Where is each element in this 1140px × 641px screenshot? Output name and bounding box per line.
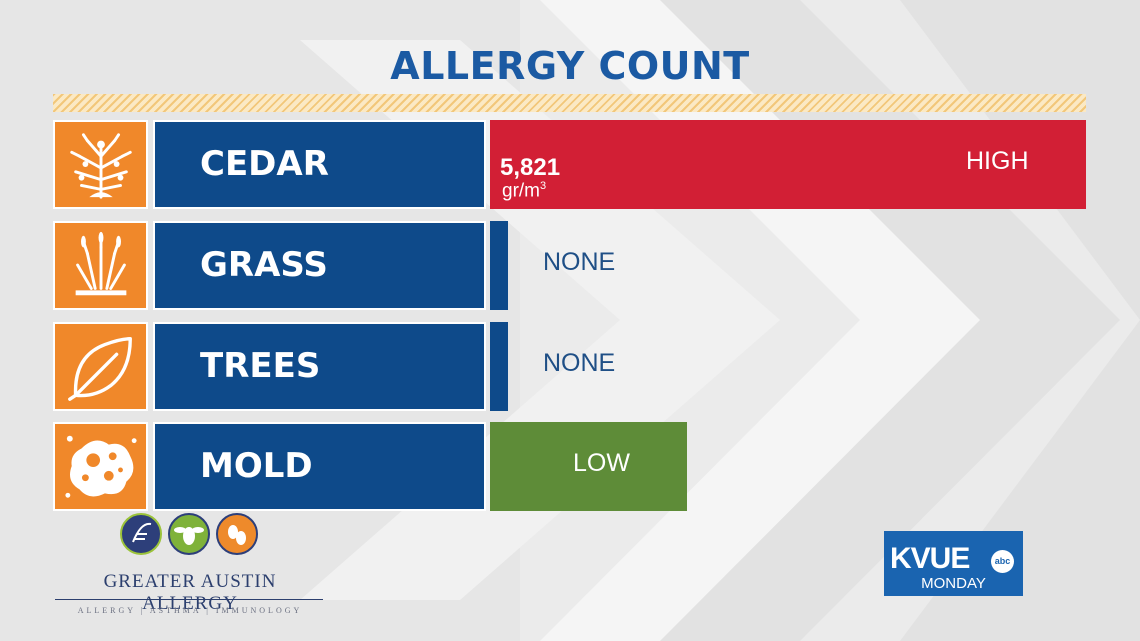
station-name: KVUE [890, 542, 970, 575]
bar-grass [490, 221, 508, 310]
bar-track: NONE [490, 221, 1086, 310]
logo-divider [55, 599, 323, 600]
allergen-name: MOLD [200, 446, 313, 486]
bar-trees [490, 322, 508, 411]
allergen-name-box: TREES [153, 322, 486, 411]
allergen-name-box: CEDAR [153, 120, 486, 209]
allergen-name-box: MOLD [153, 422, 486, 511]
leaf-icon [53, 322, 148, 411]
bar-track: LOW [490, 422, 1086, 511]
allergen-name: TREES [200, 346, 321, 386]
bar-track: 5,821 gr/m3 HIGH [490, 120, 1086, 209]
chart-title: ALLERGY COUNT [390, 44, 750, 88]
station-day: MONDAY [921, 575, 986, 592]
logo-tagline: ALLERGY | ASTHMA | IMMUNOLOGY [77, 606, 303, 615]
greater-austin-allergy-logo: GREATER AUSTIN ALLERGY ALLERGY | ASTHMA … [55, 512, 325, 622]
count-unit: gr/m3 [502, 180, 546, 202]
allergen-name-box: GRASS [153, 221, 486, 310]
level-label: HIGH [966, 147, 1029, 175]
count-unit-base: gr/m [502, 180, 540, 202]
bar-mold [490, 422, 687, 511]
cedar-icon [53, 120, 148, 209]
kvue-station-bug: KVUE abc MONDAY [884, 531, 1023, 596]
abc-logo-icon: abc [991, 550, 1014, 573]
count-value: 5,821 [500, 154, 561, 181]
allergen-name: GRASS [200, 245, 328, 285]
allergen-row-cedar: CEDAR 5,821 gr/m3 HIGH [0, 120, 1140, 209]
bar-track: NONE [490, 322, 1086, 411]
allergen-row-trees: TREES NONE [0, 322, 1140, 411]
allergen-name: CEDAR [200, 144, 329, 184]
title-divider [53, 94, 1086, 112]
level-label: NONE [543, 349, 616, 377]
logo-name: GREATER AUSTIN ALLERGY [103, 571, 277, 614]
allergen-row-mold: MOLD LOW [0, 422, 1140, 511]
level-label: LOW [573, 449, 630, 477]
count-unit-exponent: 3 [540, 180, 547, 192]
grass-icon [53, 221, 148, 310]
bar-cedar [490, 120, 1086, 209]
allergen-row-grass: GRASS NONE [0, 221, 1140, 310]
mold-icon [53, 422, 148, 511]
level-label: NONE [543, 248, 616, 276]
logo-circles-icon [120, 513, 258, 555]
